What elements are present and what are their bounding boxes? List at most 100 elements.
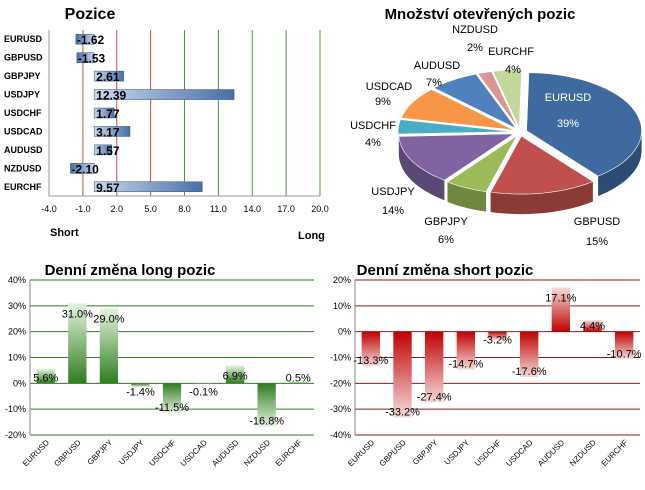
short-value-label: -3.2%	[483, 335, 512, 347]
long-y-tick-label: -20%	[5, 430, 26, 440]
long-category-label: GBPUSD	[52, 438, 82, 468]
long-title: Denní změna long pozic	[45, 262, 216, 279]
positions-short-label: Short	[50, 227, 79, 239]
long-value-label: -1.4%	[126, 386, 155, 398]
pie-slice-label: USDJPY	[371, 186, 415, 198]
positions-value-label: 3.17	[96, 125, 120, 139]
short-bar	[393, 332, 411, 418]
short-category-label: USDCHF	[473, 438, 503, 468]
positions-x-tick-label: 20.0	[311, 204, 329, 214]
positions-value-label: -1.53	[78, 52, 106, 66]
positions-category-label: USDJPY	[4, 90, 40, 100]
short-title: Denní změna short pozic	[357, 262, 534, 279]
long-y-tick-label: 40%	[8, 275, 26, 285]
short-y-tick-label: -40%	[330, 430, 351, 440]
pie-slice-percent: 6%	[438, 234, 454, 246]
pie-slice-percent: 4%	[365, 137, 381, 149]
pie-slice-percent: 15%	[586, 236, 608, 248]
long-y-tick-label: 10%	[8, 353, 26, 363]
positions-long-label: Long	[298, 230, 325, 242]
daily-short-chart-panel: Denní změna short pozic -40% -30% -20% -10% 0…	[318, 255, 645, 485]
positions-x-tick-label: -4.0	[41, 204, 57, 214]
long-bar	[194, 383, 212, 384]
long-y-tick-label: -10%	[5, 404, 26, 414]
long-value-label: 29.0%	[93, 313, 124, 325]
short-category-label: EURUSD	[346, 438, 376, 468]
daily-long-chart: Denní změna long pozic-20%-10%0%10%20%30…	[0, 255, 318, 485]
positions-x-tick-label: 8.0	[178, 204, 191, 214]
positions-x-tick-label: -1.0	[75, 204, 91, 214]
long-value-label: -0.1%	[189, 386, 218, 398]
short-category-label: GBPJPY	[411, 438, 440, 467]
pie-slice-percent: 14%	[382, 205, 404, 217]
positions-value-label: -2.10	[71, 162, 99, 176]
positions-x-tick-label: 17.0	[277, 204, 295, 214]
positions-category-label: AUDUSD	[4, 145, 43, 155]
short-value-label: 4.4%	[580, 321, 605, 333]
short-y-tick-label: 0%	[338, 327, 351, 337]
long-value-label: -11.5%	[155, 402, 189, 414]
long-category-label: USDJPY	[117, 438, 146, 467]
short-category-label: NZDUSD	[568, 438, 598, 468]
positions-x-tick-label: 14.0	[243, 204, 261, 214]
pie-slice-label: USDCAD	[366, 81, 413, 93]
pie-slice-label: USDCHF	[350, 120, 396, 132]
long-category-label: AUDUSD	[210, 438, 240, 468]
short-category-label: GBPUSD	[378, 438, 408, 468]
short-y-tick-label: 10%	[333, 301, 351, 311]
short-y-tick-label: -10%	[330, 353, 351, 363]
pie-slice-percent: 7%	[426, 77, 442, 89]
positions-value-label: -1.62	[77, 33, 105, 47]
positions-category-label: EURCHF	[4, 182, 42, 192]
positions-value-label: 2.61	[96, 70, 120, 84]
daily-long-chart-panel: Denní změna long pozic-20%-10%0%10%20%30…	[0, 255, 318, 485]
short-category-label: EURCHF	[600, 438, 630, 468]
short-y-tick-label: 20%	[333, 275, 351, 285]
positions-value-label: 9.57	[96, 181, 120, 195]
long-category-label: USDCHF	[147, 438, 177, 468]
long-value-label: -16.8%	[249, 416, 284, 428]
long-category-label: EURCHF	[274, 438, 304, 468]
positions-value-label: 12.39	[96, 89, 126, 103]
long-value-label: 6.9%	[223, 371, 248, 383]
pie-slice-label: GBPJPY	[424, 216, 468, 228]
short-value-label: -13.3%	[353, 355, 388, 367]
short-value-label: 17.1%	[545, 292, 576, 304]
daily-short-chart: Denní změna short pozic -40% -30% -20% -10% 0…	[318, 255, 645, 485]
long-value-label: 5.6%	[33, 372, 58, 384]
positions-category-label: EURUSD	[4, 34, 43, 44]
short-y-tick-label: -30%	[330, 404, 351, 414]
pie-slice-label: NZDUSD	[452, 24, 498, 36]
long-category-label: GBPJPY	[86, 438, 115, 467]
short-value-label: -14.7%	[448, 359, 483, 371]
pie-slice-percent: 4%	[505, 64, 521, 76]
positions-value-label: 1.57	[96, 144, 120, 158]
short-value-label: -10.7%	[607, 348, 642, 360]
positions-category-label: NZDUSD	[4, 163, 42, 173]
positions-x-tick-label: 11.0	[210, 204, 227, 214]
positions-x-tick-label: 5.0	[144, 204, 157, 214]
long-y-tick-label: 0%	[13, 378, 26, 388]
positions-category-label: USDCHF	[4, 108, 42, 118]
positions-category-label: GBPUSD	[4, 53, 43, 63]
positions-category-label: USDCAD	[4, 126, 43, 136]
long-value-label: 31.0%	[62, 308, 93, 320]
short-value-label: -17.6%	[512, 366, 547, 378]
long-y-tick-label: 30%	[8, 301, 26, 311]
open-positions-chart: Množství otevřených pozicEURUSD39%GBPUSD…	[335, 0, 645, 250]
short-category-label: AUDUSD	[536, 438, 566, 468]
pie-slice-percent: 39%	[557, 118, 579, 130]
short-category-label: USDCAD	[504, 438, 534, 468]
pie-slice-label: EURCHF	[488, 46, 534, 58]
short-value-label: -33.2%	[385, 406, 420, 418]
short-category-label: USDJPY	[443, 438, 472, 467]
short-y-tick-label: -20%	[330, 378, 351, 388]
positions-category-label: GBPJPY	[4, 71, 41, 81]
positions-title: Pozice	[65, 6, 116, 23]
long-category-label: NZDUSD	[242, 438, 272, 468]
long-value-label: 0.5%	[286, 372, 311, 384]
positions-value-label: 1.77	[96, 107, 120, 121]
short-value-label: -27.4%	[417, 391, 452, 403]
